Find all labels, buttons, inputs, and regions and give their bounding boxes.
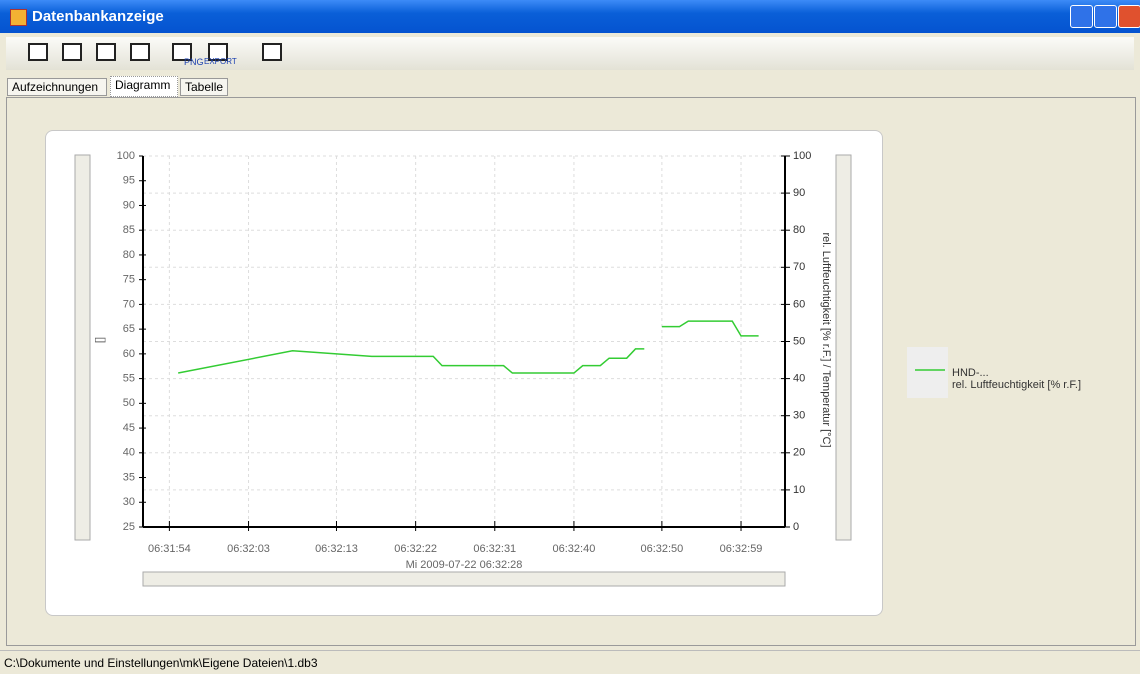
tool-label: EXPORT [204,57,237,66]
y-tick-label: 70 [123,298,135,310]
y2-tick-label: 70 [793,261,805,273]
y-tick-label: 30 [123,496,135,508]
tool-button[interactable] [262,43,282,61]
legend-box [907,347,948,398]
y2-tick-label: 100 [793,150,811,162]
y-tick-label: 55 [123,373,135,385]
tool-button[interactable] [62,43,82,61]
series-line [178,320,759,374]
x-tick-label: 06:32:59 [720,543,763,555]
status-text: C:\Dokumente und Einstellungen\mk\Eigene… [4,656,318,670]
x-tick-label: 06:32:03 [227,543,270,555]
content-area [6,97,1136,646]
y-tick-label: 65 [123,323,135,335]
scrollbar[interactable] [142,571,786,587]
tab[interactable]: Aufzeichnungen [7,78,107,96]
y2-tick-label: 90 [793,187,805,199]
y-tick-label: 40 [123,447,135,459]
x-tick-label: 06:32:50 [640,543,683,555]
tool-button[interactable] [130,43,150,61]
tab-active[interactable]: Diagramm [110,76,178,97]
y2-axis-label: rel. Luftfeuchtigkeit [% r.F.] / Tempera… [820,232,832,447]
tool-button[interactable] [172,43,192,61]
title-bar: Datenbankanzeige [0,0,1140,33]
y2-tick-label: 20 [793,447,805,459]
y-tick-label: 80 [123,249,135,261]
y2-tick-label: 0 [793,521,799,533]
status-bar: C:\Dokumente und Einstellungen\mk\Eigene… [0,650,1140,674]
minimize-button[interactable] [1070,5,1093,28]
y-tick-label: 45 [123,422,135,434]
toolbar: PNG EXPORT [6,37,1134,70]
tool-button[interactable] [28,43,48,61]
y2-tick-label: 10 [793,484,805,496]
x-tick-label: 06:32:13 [315,543,358,555]
scrollbar[interactable] [835,154,852,541]
y2-tick-label: 60 [793,298,805,310]
y2-tick-label: 40 [793,373,805,385]
y-tick-label: 95 [123,175,135,187]
legend-label: rel. Luftfeuchtigkeit [% r.F.] [952,379,1081,391]
close-button[interactable] [1118,5,1140,28]
y-tick-label: 50 [123,397,135,409]
tool-button[interactable] [96,43,116,61]
legend-title: HND-... [952,367,989,379]
y2-tick-label: 30 [793,410,805,422]
tab[interactable]: Tabelle [180,78,228,96]
y-tick-label: 35 [123,471,135,483]
tool-label: PNG [184,57,204,67]
scrollbar[interactable] [74,154,91,541]
y-tick-label: 60 [123,348,135,360]
y-tick-label: 75 [123,274,135,286]
tool-button[interactable] [208,43,228,61]
maximize-button[interactable] [1094,5,1117,28]
y-tick-label: 25 [123,521,135,533]
y-tick-label: 100 [117,150,135,162]
y-tick-label: 85 [123,224,135,236]
y2-tick-label: 50 [793,335,805,347]
x-tick-label: 06:32:31 [473,543,516,555]
x-axis-label: Mi 2009-07-22 06:32:28 [406,559,523,571]
x-tick-label: 06:32:22 [394,543,437,555]
chart: [] rel. Luftfeuchtigkeit [% r.F.] / Temp… [74,150,1081,587]
y-tick-label: 90 [123,199,135,211]
y2-tick-label: 80 [793,224,805,236]
app-icon [10,9,27,26]
y-axis-label: [] [94,337,106,343]
x-tick-label: 06:32:40 [553,543,596,555]
x-tick-label: 06:31:54 [148,543,191,555]
window-title: Datenbankanzeige [32,8,164,25]
